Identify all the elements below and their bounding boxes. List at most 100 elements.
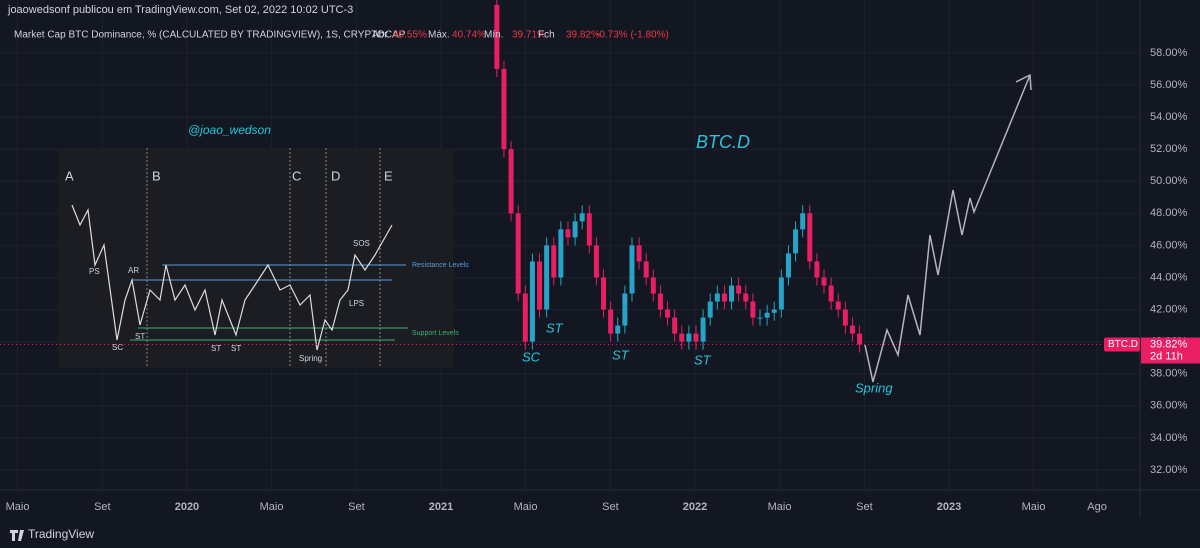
candle-body xyxy=(515,213,521,294)
candle-body xyxy=(501,68,507,150)
candle-body xyxy=(508,149,514,214)
candle-body xyxy=(729,285,735,302)
x-tick-label: Set xyxy=(856,501,873,513)
x-tick-label: Maio xyxy=(1022,501,1046,513)
candle-body xyxy=(707,301,713,318)
candle-body xyxy=(622,293,628,326)
logo xyxy=(10,530,24,541)
schematic: A B C D E PS AR SC ST ST ST Spring SOS L… xyxy=(58,148,469,368)
projection-path xyxy=(864,74,1031,383)
candle-body xyxy=(849,325,855,334)
y-tick-label: 58.00% xyxy=(1150,47,1188,59)
candle-body xyxy=(857,333,863,345)
candle-body xyxy=(601,277,607,310)
candle-body xyxy=(736,285,742,294)
price-tag xyxy=(1104,337,1140,352)
footer-bar xyxy=(0,518,1200,548)
x-tick-label: 2020 xyxy=(175,501,199,513)
candle-body xyxy=(785,253,791,278)
candle-body xyxy=(572,221,578,238)
candle-body xyxy=(807,213,813,262)
ohlc-legend: Mín. xyxy=(484,30,503,41)
resistance-label: Resistance Levels xyxy=(412,262,469,269)
x-tick-label: 2022 xyxy=(683,501,707,513)
candle-body xyxy=(679,333,685,342)
ohlc-legend: -0.73% (-1.80%) xyxy=(596,30,669,41)
point-label: PS xyxy=(89,267,100,276)
candle-body xyxy=(828,285,834,302)
candle-body xyxy=(821,277,827,286)
candle-body xyxy=(714,293,720,302)
ohlc-legend: Abr xyxy=(372,30,388,41)
candle-body xyxy=(771,309,777,313)
candle-body xyxy=(835,301,841,310)
schematic-labels: A B C D E PS AR SC ST ST ST Spring SOS L… xyxy=(65,168,469,363)
y-tick-label: 46.00% xyxy=(1150,239,1188,251)
candle-body xyxy=(693,333,699,342)
y-tick-label: 52.00% xyxy=(1150,143,1188,155)
ohlc-legend: 40.74% xyxy=(452,30,486,41)
y-tick-label: 54.00% xyxy=(1150,111,1188,123)
candle-body xyxy=(522,293,528,342)
candle-body xyxy=(814,261,820,278)
point-label: AR xyxy=(128,266,139,275)
x-tick-label: Set xyxy=(94,501,111,513)
x-tick-label: Maio xyxy=(260,501,284,513)
author-tag: @joao_wedson xyxy=(188,123,271,137)
point-label: SC xyxy=(112,343,123,352)
support-label: Support Levels xyxy=(412,330,459,337)
candle-body xyxy=(650,277,656,294)
price-tag xyxy=(1141,337,1200,364)
candle-body xyxy=(800,213,806,230)
point-label: ST xyxy=(135,332,145,341)
header: joaowedsonf publicou em TradingView.com,… xyxy=(7,4,353,16)
candle-body xyxy=(657,293,663,310)
candle-body xyxy=(558,229,564,278)
candle-body xyxy=(544,245,550,310)
candle-body xyxy=(579,213,585,222)
candle-body xyxy=(700,317,706,342)
point-label: ST xyxy=(211,344,221,353)
candle-body xyxy=(764,312,770,318)
y-tick-label: 42.00% xyxy=(1150,303,1188,315)
x-tick-label: Maio xyxy=(6,501,30,513)
candle-body xyxy=(551,245,557,278)
wyckoff-label: SC xyxy=(522,349,541,364)
candle-body xyxy=(586,213,592,246)
candle-body xyxy=(672,317,678,334)
candle-body xyxy=(778,277,784,310)
phase: B xyxy=(152,168,161,183)
candle-body xyxy=(615,325,621,334)
phase: A xyxy=(65,168,74,183)
x-tick-label: 2021 xyxy=(429,501,453,513)
candle-body xyxy=(743,293,749,302)
candle-body xyxy=(757,317,763,319)
y-tick-label: 34.00% xyxy=(1150,432,1188,444)
ohlc-legend: Fch xyxy=(538,30,555,41)
wyckoff-label: ST xyxy=(694,352,712,367)
candle-body xyxy=(686,333,692,342)
y-tick-label: 38.00% xyxy=(1150,368,1188,380)
candle-body xyxy=(593,245,599,278)
y-tick-label: 48.00% xyxy=(1150,207,1188,219)
phase: E xyxy=(384,168,393,183)
price-tag-countdown: 2d 11h xyxy=(1150,350,1183,362)
candle-body xyxy=(721,293,727,302)
y-tick-label: 32.00% xyxy=(1150,464,1188,476)
candle-body xyxy=(793,229,799,254)
x-tick-label: 2023 xyxy=(937,501,961,513)
phase: C xyxy=(292,168,301,183)
projection-arrow xyxy=(1015,73,1032,91)
candle-body xyxy=(842,309,848,326)
candle-body xyxy=(629,245,635,294)
chart-title: Market Cap BTC Dominance, % (CALCULATED … xyxy=(14,30,406,41)
schematic-path xyxy=(71,204,393,351)
phase: D xyxy=(331,168,340,183)
candle-body xyxy=(750,301,756,318)
candle-body xyxy=(665,309,671,318)
x-tick-label: Maio xyxy=(514,501,538,513)
footer-brand: TradingView xyxy=(28,527,94,541)
candle-body xyxy=(636,245,642,262)
schematic-bg xyxy=(58,148,454,368)
